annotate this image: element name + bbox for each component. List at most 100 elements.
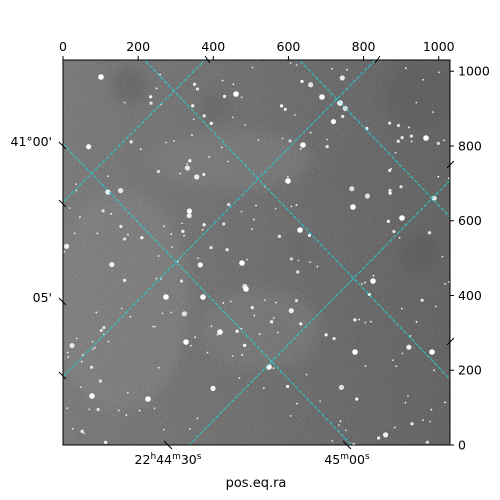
- bright-star: [200, 294, 206, 300]
- star: [251, 66, 254, 69]
- star: [250, 306, 254, 310]
- star: [394, 151, 397, 154]
- star: [388, 191, 392, 195]
- star: [171, 246, 173, 249]
- star: [208, 156, 210, 158]
- star: [285, 384, 290, 389]
- bright-star: [163, 294, 169, 300]
- star: [186, 213, 192, 219]
- world-edge-tick: [58, 199, 67, 208]
- top-tick-label: 800: [352, 39, 376, 54]
- star: [364, 365, 367, 367]
- star: [194, 174, 200, 180]
- star: [331, 67, 334, 70]
- top-pixel-axis: 0 200 400 600 800 1000: [59, 39, 455, 60]
- star: [395, 365, 398, 368]
- top-tick-label: 200: [126, 39, 150, 54]
- world-edge-tick: [446, 160, 455, 169]
- star: [296, 402, 298, 405]
- star: [345, 429, 347, 432]
- star: [101, 209, 105, 213]
- star: [429, 420, 431, 423]
- star: [400, 135, 404, 140]
- star: [152, 325, 154, 328]
- star: [129, 140, 133, 144]
- star: [102, 325, 106, 330]
- star: [231, 355, 234, 357]
- star: [98, 379, 102, 383]
- world-edge-tick: [58, 371, 67, 380]
- star: [264, 299, 266, 302]
- star: [120, 307, 123, 310]
- star: [155, 277, 158, 280]
- star: [341, 114, 345, 119]
- star: [227, 202, 231, 207]
- star: [390, 167, 392, 170]
- bright-star: [350, 204, 356, 210]
- bright-star: [352, 349, 358, 355]
- dec-tick: [58, 297, 67, 306]
- star: [332, 336, 336, 341]
- star: [179, 279, 184, 283]
- star: [173, 140, 175, 143]
- bright-star: [300, 142, 306, 148]
- star: [349, 186, 355, 192]
- sky-image: [63, 60, 450, 445]
- star: [352, 442, 356, 445]
- star: [85, 144, 92, 150]
- star: [192, 118, 195, 121]
- star: [443, 139, 445, 142]
- star: [69, 342, 75, 349]
- dec-tick-label: 41°00': [11, 134, 53, 149]
- star: [210, 385, 216, 391]
- star: [425, 440, 429, 444]
- star: [295, 64, 298, 67]
- star: [338, 384, 345, 390]
- star: [192, 82, 197, 86]
- top-tick-label: 1000: [423, 39, 455, 54]
- star: [188, 428, 191, 430]
- star: [272, 317, 275, 319]
- star: [407, 126, 410, 129]
- star: [400, 307, 403, 310]
- top-tick-label: 600: [277, 39, 301, 54]
- star: [110, 212, 113, 215]
- star: [308, 82, 314, 88]
- star: [210, 325, 213, 328]
- star: [75, 189, 78, 192]
- star: [89, 365, 94, 369]
- world-edge-tick: [446, 337, 455, 346]
- star: [240, 96, 243, 99]
- bright-star: [399, 215, 405, 221]
- star: [140, 236, 144, 240]
- star: [95, 311, 98, 314]
- bright-star: [319, 94, 325, 100]
- star: [197, 257, 199, 260]
- star: [88, 408, 91, 411]
- star: [186, 208, 193, 214]
- star: [404, 67, 407, 70]
- coordinate-grid: [63, 60, 450, 445]
- star: [129, 315, 132, 318]
- star: [119, 224, 123, 229]
- star: [288, 308, 294, 314]
- star: [170, 233, 173, 235]
- star: [66, 351, 69, 354]
- star: [283, 107, 287, 111]
- plot-frame: [62, 59, 451, 446]
- star: [386, 219, 391, 223]
- star: [73, 232, 76, 235]
- star: [72, 427, 74, 430]
- star: [75, 183, 77, 185]
- star: [399, 185, 403, 189]
- bright-star: [239, 260, 245, 266]
- star: [81, 353, 84, 356]
- star: [437, 175, 440, 178]
- star: [181, 311, 188, 317]
- star: [231, 116, 234, 119]
- star: [325, 145, 329, 149]
- star: [295, 204, 298, 206]
- star: [155, 87, 158, 90]
- star: [258, 333, 261, 336]
- star: [257, 139, 260, 142]
